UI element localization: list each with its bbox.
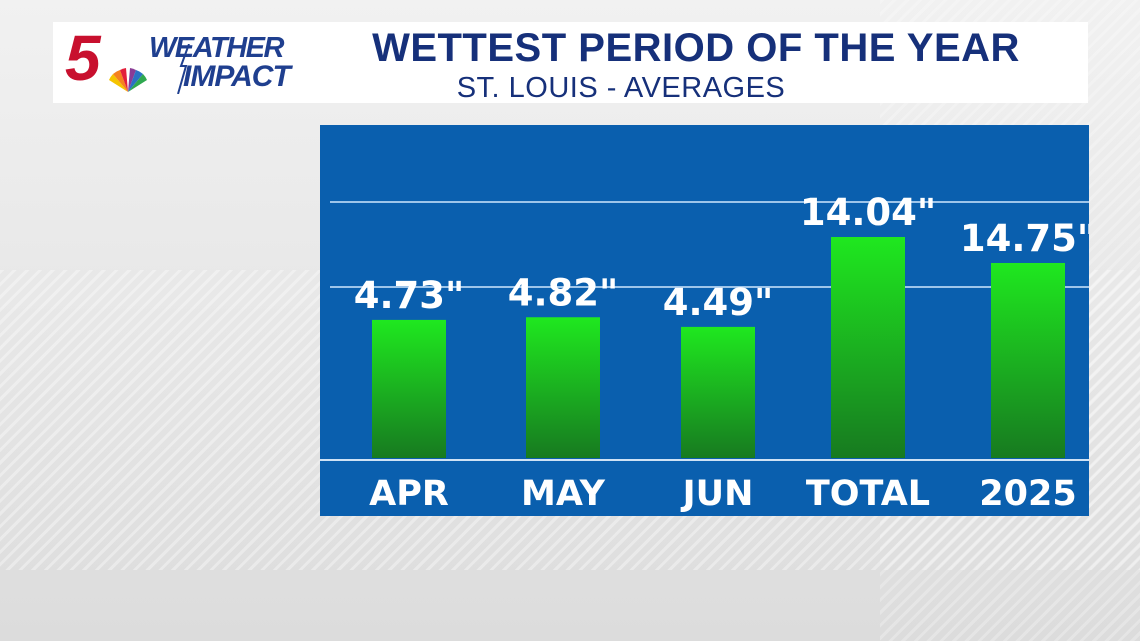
logo-impact-text: IMPACT bbox=[183, 60, 291, 93]
data-label: 4.73" bbox=[354, 274, 465, 317]
lightning-bolt-icon bbox=[177, 44, 190, 94]
bar-apr bbox=[372, 319, 446, 458]
data-label: 14.75" bbox=[960, 217, 1089, 260]
bar-2025 bbox=[991, 262, 1065, 458]
header-banner: 5 WEATHER IMPACT WETTEST PERIOD OF THE Y… bbox=[53, 22, 1088, 103]
data-label: 14.04" bbox=[800, 191, 936, 234]
page-subtitle: ST. LOUIS - AVERAGES bbox=[456, 72, 786, 104]
data-label: 4.82" bbox=[508, 271, 619, 314]
category-label: 2025 bbox=[979, 474, 1076, 514]
peacock-icon bbox=[109, 68, 147, 92]
category-label: MAY bbox=[521, 474, 606, 514]
page-title: WETTEST PERIOD OF THE YEAR bbox=[372, 26, 1020, 70]
category-label: TOTAL bbox=[806, 474, 930, 514]
bar-jun bbox=[681, 326, 755, 458]
bar-total bbox=[831, 237, 905, 458]
logo-weather-text: WEATHER bbox=[149, 32, 284, 64]
logo-number: 5 bbox=[65, 22, 101, 94]
station-logo: 5 WEATHER IMPACT bbox=[65, 26, 335, 98]
bar-may bbox=[526, 317, 600, 458]
category-label: JUN bbox=[681, 474, 754, 514]
category-label: APR bbox=[369, 474, 449, 514]
bar-chart: 4.73" APR 4.82" MAY 4.49" JUN 14.04" TOTAL 14.75… bbox=[320, 191, 1089, 514]
chart-panel: 4.73" APR 4.82" MAY 4.49" JUN 14.04" TOTAL 14.75… bbox=[320, 125, 1089, 516]
data-label: 4.49" bbox=[663, 281, 774, 324]
